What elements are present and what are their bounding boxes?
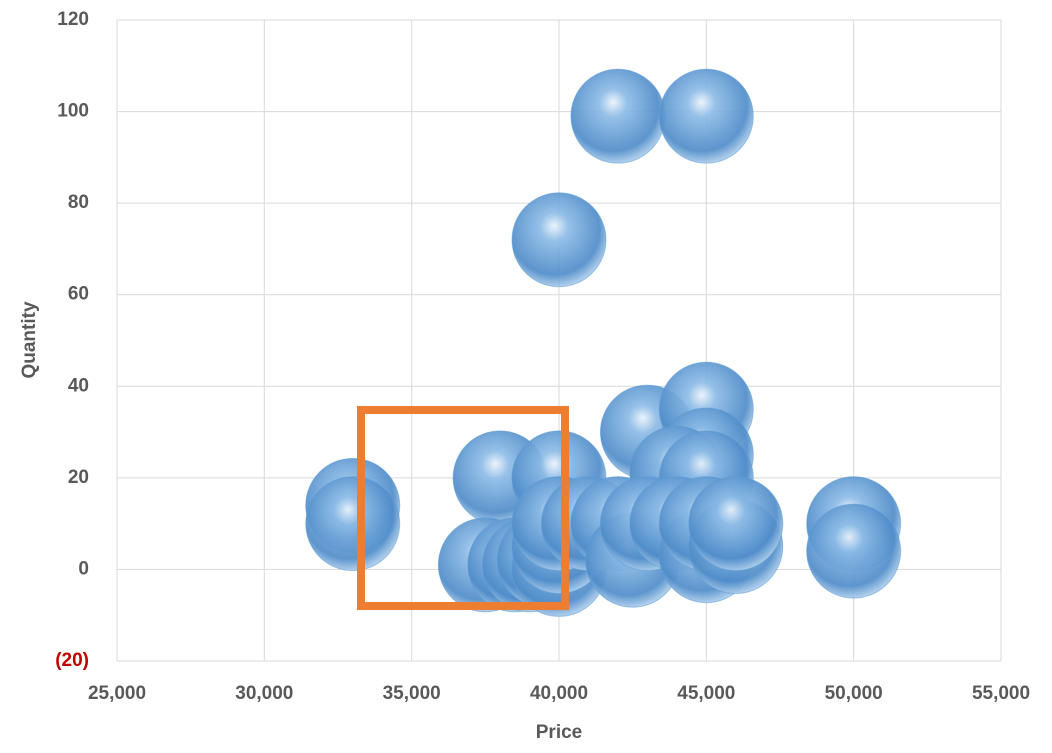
y-tick-label: 60: [68, 284, 89, 305]
y-tick-label: 20: [68, 467, 89, 488]
y-tick-label: (20): [55, 650, 89, 671]
x-tick-label: 25,000: [88, 683, 146, 704]
x-tick-label: 50,000: [825, 683, 883, 704]
x-tick-label: 45,000: [677, 683, 735, 704]
y-tick-label: 80: [68, 192, 89, 213]
y-axis-label: Quantity: [19, 301, 40, 378]
bubbles: [305, 68, 902, 617]
y-tick-label: 0: [78, 558, 89, 579]
x-tick-label: 40,000: [530, 683, 588, 704]
bubble: [570, 68, 666, 164]
highlight-box: [357, 406, 569, 610]
x-tick-label: 35,000: [383, 683, 441, 704]
y-tick-label: 100: [57, 101, 89, 122]
bubble: [806, 503, 902, 599]
bubble: [658, 68, 754, 164]
y-tick-label: 40: [68, 375, 89, 396]
y-tick-label: 120: [57, 9, 89, 30]
x-tick-label: 30,000: [235, 683, 293, 704]
bubble: [305, 476, 401, 572]
bubble: [688, 476, 784, 572]
x-tick-label: 55,000: [972, 683, 1030, 704]
bubble: [511, 192, 607, 288]
x-axis-label: Price: [536, 722, 582, 743]
